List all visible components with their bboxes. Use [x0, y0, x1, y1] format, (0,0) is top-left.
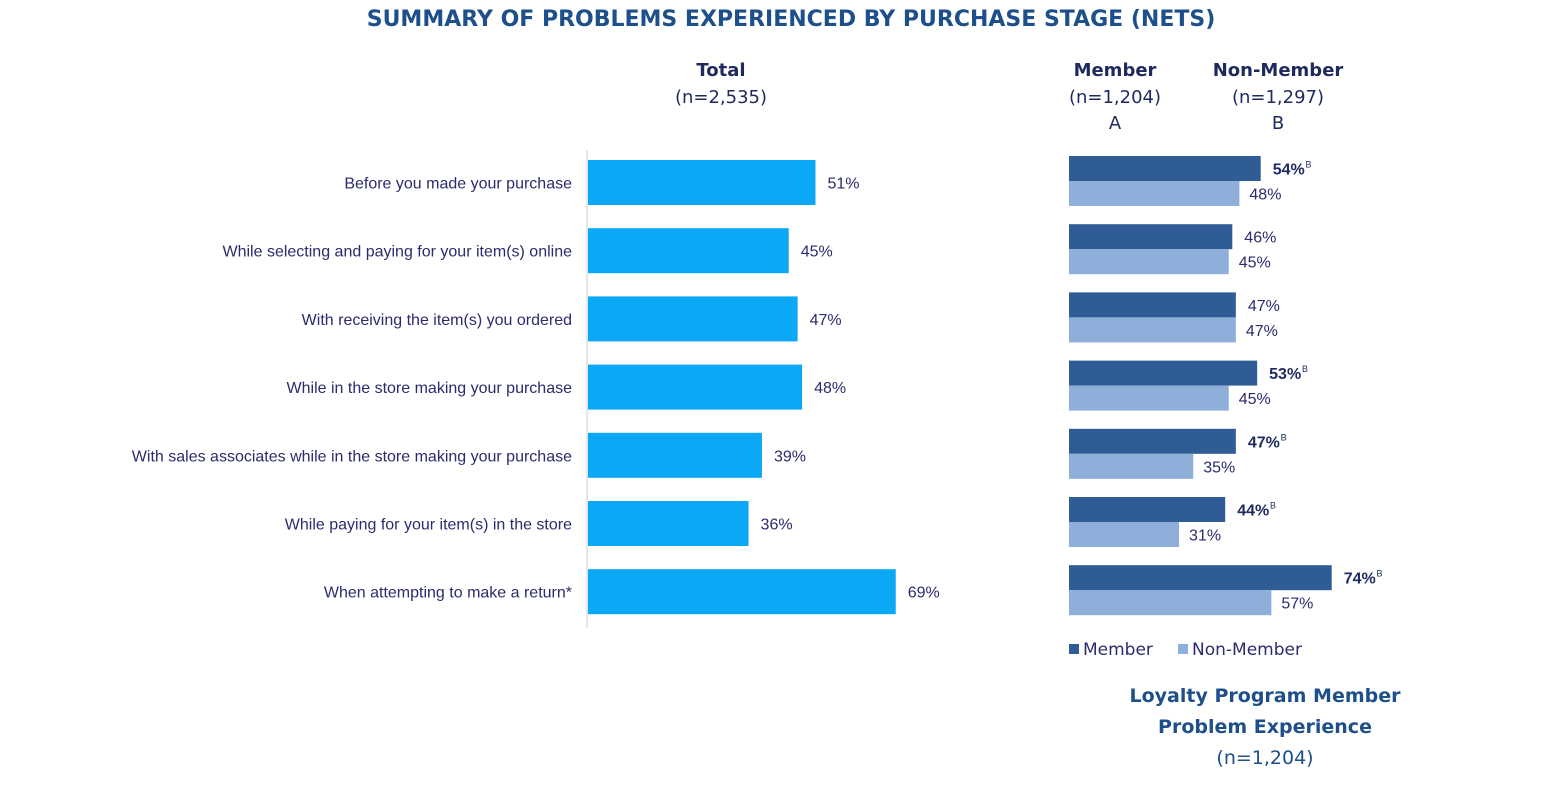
significance-marker: B: [1302, 364, 1308, 374]
total-value-label: 69%: [908, 585, 940, 602]
legend-swatch-non-member: [1178, 644, 1188, 654]
legend: Member Non-Member: [1069, 640, 1302, 660]
category-label: While paying for your item(s) in the sto…: [285, 517, 572, 534]
non-member-value-label: 48%: [1249, 187, 1281, 204]
member-bar: [1069, 156, 1261, 181]
legend-swatch-member: [1069, 644, 1079, 654]
member-bar: [1069, 565, 1332, 591]
significance-marker: B: [1270, 501, 1276, 511]
legend-label-non-member: Non-Member: [1192, 640, 1302, 660]
significance-marker: B: [1377, 569, 1383, 579]
non-member-value-label: 45%: [1239, 255, 1271, 272]
member-bar: [1069, 360, 1258, 386]
total-value-label: 51%: [827, 176, 859, 193]
member-value-label: 47%: [1248, 434, 1280, 451]
non-member-value-label: 31%: [1189, 528, 1221, 545]
significance-marker: B: [1306, 160, 1312, 170]
total-bar: [588, 501, 749, 546]
non-member-bar: [1069, 249, 1229, 275]
non-member-header: Non-Member: [1213, 60, 1344, 81]
total-bar: [588, 160, 816, 205]
total-value-label: 36%: [761, 517, 793, 534]
total-value-label: 45%: [801, 244, 833, 261]
category-label: While selecting and paying for your item…: [223, 244, 573, 261]
footnote-line-1: Loyalty Program Member: [1130, 685, 1402, 707]
non-member-value-label: 57%: [1281, 596, 1313, 613]
non-member-bar: [1069, 181, 1240, 206]
total-bar: [588, 228, 789, 274]
total-bar: [588, 296, 798, 342]
footnote-line-2: Problem Experience: [1158, 716, 1372, 738]
non-member-bar: [1069, 522, 1180, 547]
category-label: When attempting to make a return*: [324, 585, 572, 602]
member-value-label: 53%: [1269, 366, 1301, 383]
footnote-line-3: (n=1,204): [1216, 747, 1313, 769]
non-member-bar: [1069, 453, 1194, 479]
total-value-label: 39%: [774, 448, 806, 465]
category-label: With sales associates while in the store…: [132, 448, 572, 465]
total-bar-chart: Before you made your purchase 51% While se…: [132, 160, 940, 615]
member-value-label: 44%: [1237, 503, 1269, 520]
total-n: (n=2,535): [675, 87, 767, 108]
non-member-bar: [1069, 385, 1229, 411]
non-member-n: (n=1,297): [1232, 87, 1324, 108]
legend-label-member: Member: [1083, 640, 1153, 660]
total-bar: [588, 364, 803, 410]
non-member-value-label: 47%: [1246, 323, 1278, 340]
non-member-bar: [1069, 590, 1272, 616]
category-label: Before you made your purchase: [344, 176, 572, 193]
member-value-label: 54%: [1273, 162, 1305, 179]
member-comparison-chart: 54% B48%46%45%47%47%53% B45%47% B35%44% B31%…: [1069, 156, 1383, 616]
member-bar: [1069, 292, 1236, 318]
total-value-label: 48%: [814, 380, 846, 397]
member-letter: A: [1109, 113, 1122, 134]
member-bar: [1069, 497, 1226, 522]
non-member-value-label: 35%: [1203, 459, 1235, 476]
member-bar: [1069, 224, 1233, 250]
member-value-label: 47%: [1248, 298, 1280, 315]
total-value-label: 47%: [810, 312, 842, 329]
non-member-letter: B: [1272, 113, 1284, 134]
member-value-label: 46%: [1244, 230, 1276, 247]
total-bar: [588, 569, 896, 615]
non-member-value-label: 45%: [1239, 391, 1271, 408]
member-value-label: 74%: [1344, 571, 1376, 588]
member-bar: [1069, 428, 1236, 454]
significance-marker: B: [1281, 432, 1287, 442]
member-n: (n=1,204): [1069, 87, 1161, 108]
total-header: Total: [696, 60, 745, 81]
member-header: Member: [1074, 60, 1157, 81]
category-label: With receiving the item(s) you ordered: [302, 312, 572, 329]
chart-title: SUMMARY OF PROBLEMS EXPERIENCED BY PURCH…: [367, 7, 1216, 32]
category-label: While in the store making your purchase: [287, 380, 573, 397]
non-member-bar: [1069, 317, 1236, 343]
total-bar: [588, 432, 762, 478]
